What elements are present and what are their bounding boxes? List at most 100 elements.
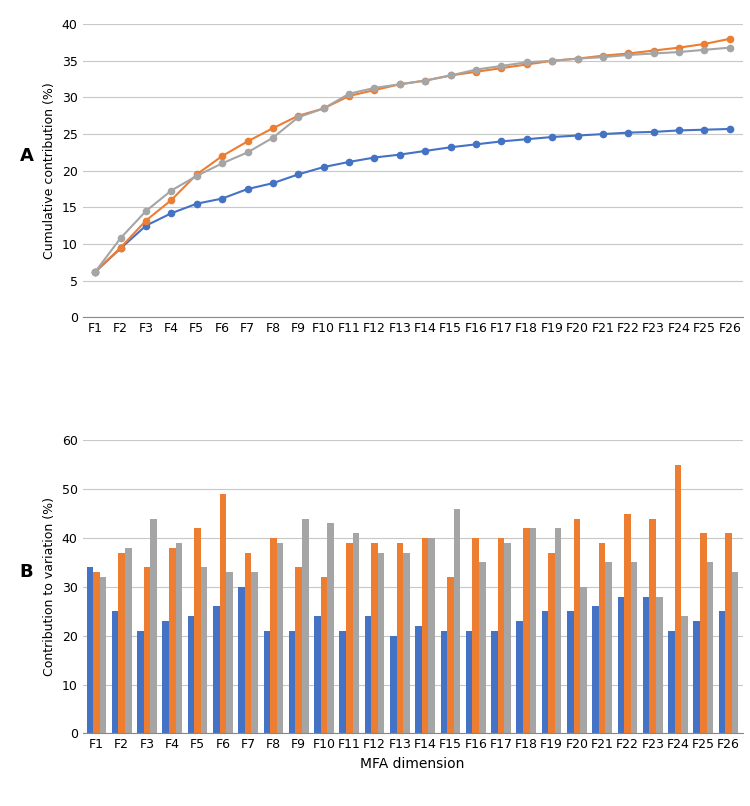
Bar [504,543,511,733]
Pos HRMS [725,124,734,134]
Bar [270,538,277,733]
LT Neg [421,76,430,85]
LT Neg [294,112,303,122]
Pos HRMS [496,136,506,146]
Bar [150,518,157,733]
Bar [732,572,739,733]
Neg HRMS [598,51,608,60]
LT Neg [166,185,176,195]
LT Neg [395,80,404,89]
Bar [263,631,270,733]
Neg HRMS [496,64,506,73]
Bar [137,631,144,733]
LT Neg [344,89,353,98]
Y-axis label: Contribution to variation (%): Contribution to variation (%) [43,497,56,676]
Bar [144,567,150,733]
LT Neg [142,206,151,216]
Bar [675,465,681,733]
Bar [213,606,220,733]
Bar [289,631,296,733]
Bar [605,563,612,733]
Pos HRMS [522,135,531,144]
Bar [592,606,598,733]
Bar [404,553,410,733]
Bar [176,543,182,733]
Bar [555,528,562,733]
Bar [650,518,656,733]
Bar [340,631,346,733]
Pos HRMS [344,157,353,167]
Bar [440,631,447,733]
Pos HRMS [650,127,658,137]
Bar [251,572,258,733]
LT Neg [522,57,531,67]
Neg HRMS [91,267,100,276]
Bar [567,611,574,733]
LT Neg [725,43,734,52]
Bar [364,617,371,733]
Bar [226,572,232,733]
Bar [668,631,675,733]
Bar [188,617,194,733]
LT Neg [370,83,379,93]
Bar [725,534,732,733]
LT Neg [674,48,683,57]
Neg HRMS [725,34,734,44]
Pos HRMS [243,185,252,194]
LT Neg [268,133,278,143]
Bar [346,543,352,733]
Neg HRMS [421,76,430,85]
Bar [542,611,548,733]
Neg HRMS [192,169,201,179]
Bar [580,587,586,733]
Bar [472,538,479,733]
Bar [314,617,321,733]
Bar [201,567,208,733]
Pos HRMS [395,150,404,160]
LT Neg [446,71,455,81]
Bar [517,621,523,733]
Pos HRMS [217,193,226,203]
Pos HRMS [116,243,125,253]
Bar [718,611,725,733]
Pos HRMS [91,267,100,276]
Neg HRMS [472,67,481,77]
Text: B: B [20,563,34,581]
Bar [706,563,713,733]
Pos HRMS [294,169,303,179]
Bar [530,528,536,733]
Neg HRMS [446,71,455,81]
Bar [428,538,435,733]
Pos HRMS [624,128,633,138]
Pos HRMS [573,131,582,140]
Bar [422,538,428,733]
LT Neg [91,267,100,276]
LT Neg [472,64,481,74]
LT Neg [192,171,201,181]
Neg HRMS [116,243,125,252]
Neg HRMS [700,39,709,49]
LT Neg [217,159,226,168]
Pos HRMS [446,143,455,152]
Bar [491,631,498,733]
Bar [479,563,485,733]
Neg HRMS [268,123,278,133]
Bar [163,621,169,733]
Neg HRMS [548,56,556,65]
Neg HRMS [650,46,658,56]
Pos HRMS [598,129,608,139]
Bar [523,528,530,733]
LT Neg [624,50,633,60]
Pos HRMS [192,199,201,209]
Bar [327,523,334,733]
LT Neg [116,233,125,243]
Bar [700,534,706,733]
Bar [624,513,631,733]
Bar [574,518,580,733]
Bar [302,518,308,733]
Bar [694,621,700,733]
Bar [656,596,662,733]
Bar [548,553,555,733]
Neg HRMS [320,104,328,114]
Bar [244,553,251,733]
